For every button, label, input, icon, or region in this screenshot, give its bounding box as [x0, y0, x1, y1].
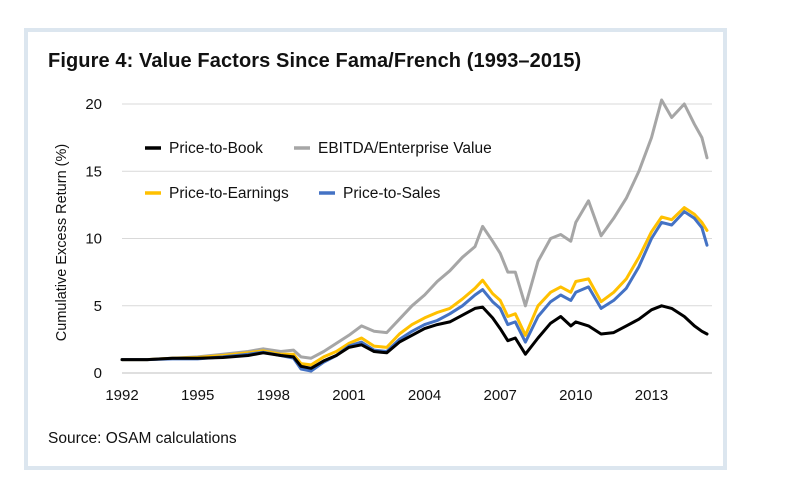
- legend: Price-to-Book EBITDA/Enterprise Value Pric…: [145, 140, 492, 202]
- x-tick-label: 2010: [559, 387, 592, 404]
- source-note: Source: OSAM calculations: [48, 430, 237, 447]
- y-tick-label: 5: [94, 298, 102, 315]
- x-tick-label: 2007: [484, 387, 517, 404]
- x-tick-label: 2013: [635, 387, 668, 404]
- y-tick-label: 15: [85, 163, 102, 180]
- y-tick-label: 20: [85, 96, 102, 113]
- x-tick-label: 1998: [257, 387, 290, 404]
- legend-label: Price-to-Book: [169, 140, 263, 157]
- series-layer: [120, 98, 709, 373]
- figure-title: Figure 4: Value Factors Since Fama/Frenc…: [48, 50, 582, 72]
- y-axis-label: Cumulative Excess Return (%): [54, 144, 70, 341]
- legend-label: Price-to-Sales: [343, 185, 441, 202]
- x-tick-label: 2001: [332, 387, 365, 404]
- axis-layer: 0 5 10 15 20 1992 1995 1998 2001 2004 2007 2010 2013…: [54, 96, 712, 404]
- series-line-price-to-book: [120, 304, 709, 370]
- figure-frame: [24, 28, 727, 470]
- legend-label: EBITDA/Enterprise Value: [318, 140, 492, 157]
- y-tick-label: 10: [85, 231, 102, 248]
- series-line-price-to-sales: [120, 210, 709, 373]
- series-line-ebitda-enterprise-value: [120, 98, 709, 362]
- series-line-price-to-earnings: [120, 206, 709, 367]
- y-tick-label: 0: [94, 365, 102, 382]
- legend-label: Price-to-Earnings: [169, 185, 289, 202]
- x-tick-label: 1995: [181, 387, 214, 404]
- x-tick-label: 1992: [105, 387, 138, 404]
- x-tick-label: 2004: [408, 387, 441, 404]
